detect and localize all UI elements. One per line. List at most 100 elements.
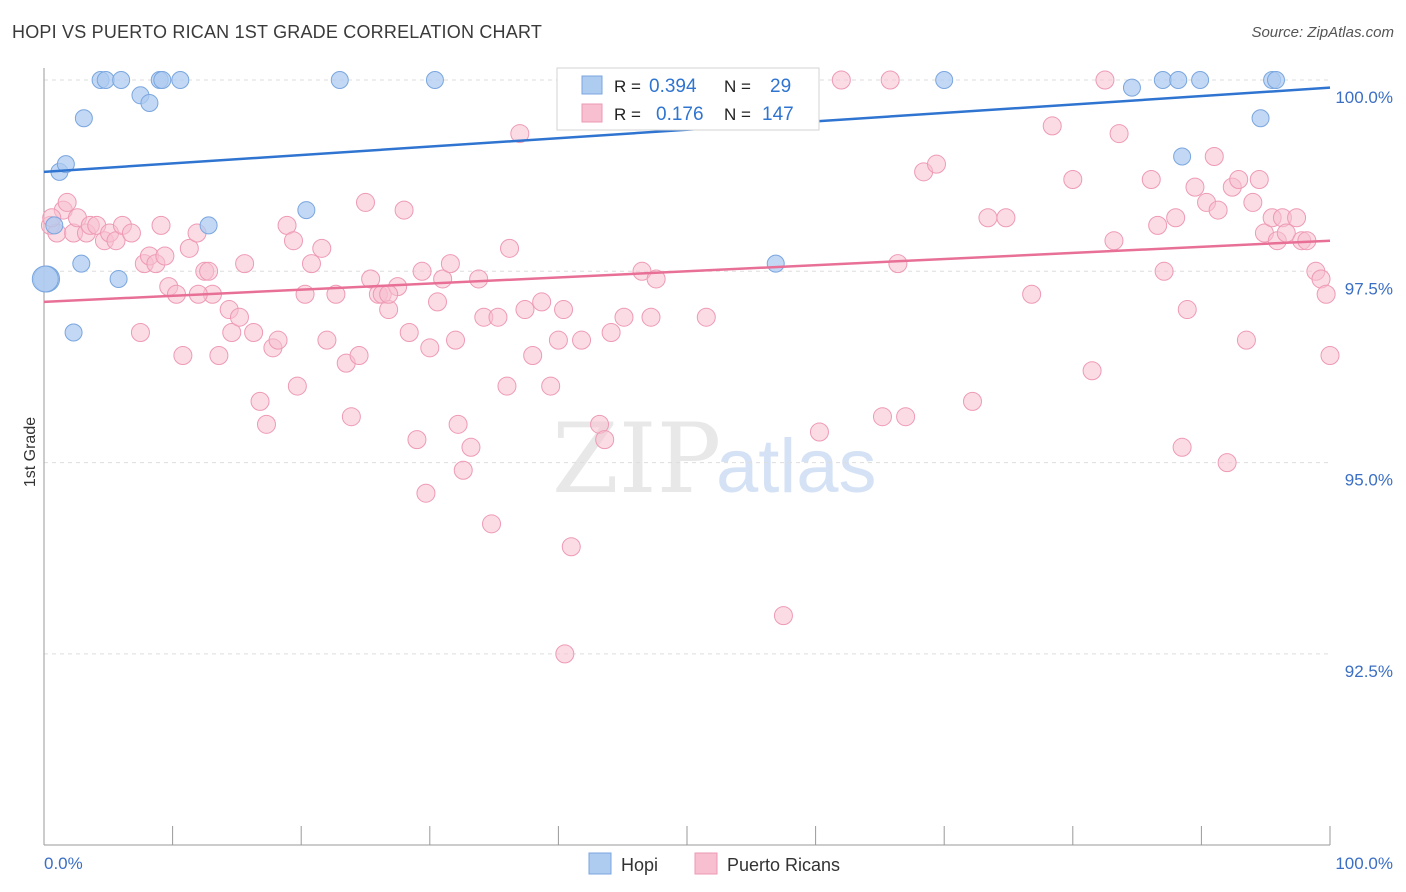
puerto-ricans-point [554,300,574,320]
y-tick-label: 100.0% [1335,88,1393,107]
puerto-ricans-point [572,330,592,350]
puerto-ricans-point [595,430,615,450]
hopi-point [96,71,115,89]
y-axis-label: 1st Grade [22,417,39,487]
puerto-ricans-point [1141,169,1161,189]
legend-n-value-puerto-ricans: 147 [762,104,794,125]
puerto-ricans-point [446,330,466,350]
puerto-ricans-point [287,376,307,396]
puerto-ricans-point [453,460,473,480]
hopi-point [199,216,218,235]
puerto-ricans-point [1236,330,1256,350]
legend-swatch-hopi [581,75,603,95]
hopi-point [56,155,75,174]
hopi-point [766,254,785,273]
puerto-ricans-point [244,323,264,343]
x-tick-label-end: 100.0% [1335,854,1393,873]
puerto-ricans-point [510,124,530,144]
puerto-ricans-point [555,644,575,664]
puerto-ricans-point [349,345,369,365]
hopi-point [1173,147,1192,166]
watermark-zip: ZIP [552,403,721,515]
hopi-point [1153,71,1172,89]
puerto-ricans-point [121,223,141,243]
puerto-ricans-point [515,300,535,320]
y-tick-label: 95.0% [1345,471,1393,490]
puerto-ricans-point [497,376,517,396]
puerto-ricans-point [1208,200,1228,220]
axes [43,68,1331,846]
puerto-ricans-point [222,323,242,343]
y-tick-label: 92.5% [1345,662,1393,681]
puerto-ricans-point [1320,345,1340,365]
legend-n-label-puerto-ricans: N = [724,105,751,124]
bottom-legend-swatch-hopi [588,852,612,875]
watermark: ZIP atlas [552,403,877,515]
puerto-ricans-point [399,323,419,343]
puerto-ricans-point [199,261,219,281]
puerto-ricans-point [978,208,998,228]
puerto-ricans-point [209,345,229,365]
puerto-ricans-point [500,238,520,258]
hopi-point [1169,71,1188,89]
puerto-ricans-point [488,307,508,327]
hopi-point [45,216,64,235]
hopi-point [297,201,316,220]
puerto-ricans-point [416,483,436,503]
stats-legend: R = 0.394 N = 29 R = 0.176 N = 147 [556,67,820,131]
puerto-ricans-point [1177,300,1197,320]
legend-n-label-hopi: N = [724,77,751,96]
puerto-ricans-point [361,269,381,289]
watermark-atlas: atlas [716,424,877,509]
puerto-ricans-point [548,330,568,350]
puerto-ricans-point [235,254,255,274]
puerto-ricans-point [379,284,399,304]
tick-labels: 92.5% 95.0% 97.5% 100.0% 0.0% 100.0% [44,88,1393,873]
hopi-point [935,71,954,89]
hopi-point [109,269,128,288]
puerto-ricans-point [773,606,793,626]
gridlines [44,79,1330,655]
bottom-legend: Hopi Puerto Ricans [588,852,840,875]
puerto-ricans-point [1287,208,1307,228]
puerto-ricans-point [646,269,666,289]
puerto-ricans-point [151,215,171,235]
puerto-ricans-point [1022,284,1042,304]
puerto-ricans-point [1104,231,1124,251]
puerto-ricans-point [250,391,270,411]
puerto-ricans-point [412,261,432,281]
y-tick-label: 97.5% [1345,279,1393,298]
puerto-ricans-point [130,323,150,343]
puerto-ricans-point [469,269,489,289]
puerto-ricans-point [1095,70,1115,90]
puerto-ricans-point [1243,192,1263,212]
puerto-ricans-point [482,514,502,534]
puerto-ricans-point [561,537,581,557]
puerto-ricans-point [229,307,249,327]
hopi-point [171,71,190,89]
puerto-ricans-point [301,254,321,274]
legend-r-label-puerto-ricans: R = [614,105,641,124]
hopi-point [1251,109,1270,128]
puerto-ricans-point [317,330,337,350]
legend-r-value-puerto-ricans: 0.176 [656,104,704,125]
hopi-point [1122,78,1141,97]
bottom-legend-label-hopi: Hopi [621,855,658,875]
hopi-point [31,265,59,293]
hopi-point [64,323,83,342]
puerto-ricans-point [356,192,375,212]
puerto-ricans-point [896,407,916,427]
puerto-ricans-point [1148,215,1168,235]
puerto-ricans-point [962,391,982,411]
puerto-ricans-trend-line [43,239,1331,304]
legend-r-value-hopi: 0.394 [649,76,697,97]
puerto-ricans-point [1185,177,1205,197]
puerto-ricans-point [1063,169,1083,189]
puerto-ricans-point [341,407,361,427]
puerto-ricans-point [155,246,175,266]
puerto-ricans-point [179,238,199,258]
puerto-ricans-point [872,407,892,427]
puerto-ricans-point [173,345,193,365]
puerto-ricans-point [1217,453,1237,473]
legend-r-label-hopi: R = [614,77,641,96]
